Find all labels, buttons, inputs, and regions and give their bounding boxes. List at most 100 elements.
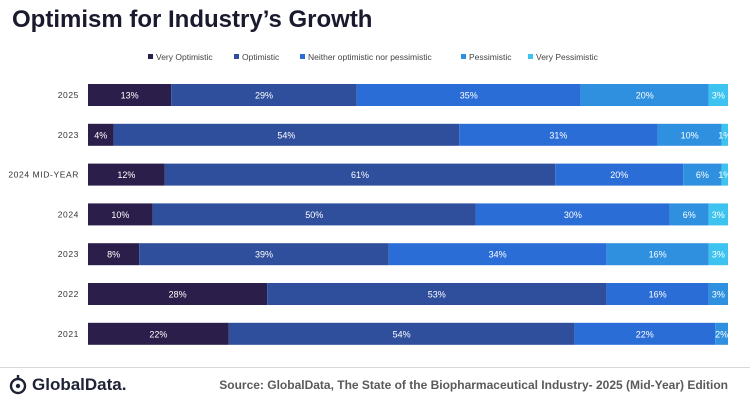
footer-divider (0, 367, 750, 368)
stacked-bar-chart: Very Optimistic Optimistic Neither optimis… (8, 52, 731, 345)
data-label: 3% (712, 210, 725, 220)
legend-label: Pessimistic (469, 52, 512, 62)
legend-item-very-optimistic: Very Optimistic (148, 52, 213, 62)
source-note: Source: GlobalData, The State of the Bio… (219, 378, 728, 392)
data-label: 22% (149, 329, 167, 339)
bar-segment-pessimistic (669, 203, 709, 226)
legend-label: Optimistic (242, 52, 280, 62)
category-label: 2023 (58, 130, 79, 140)
category-label: 2022 (58, 289, 79, 299)
bar-segment-very-pessimistic (721, 163, 728, 186)
legend-swatch (300, 54, 305, 59)
logo: GlobalData. (8, 374, 126, 396)
bar-segment-optimistic (152, 203, 476, 226)
data-label: 20% (610, 170, 628, 180)
bar-segment-neither-optimistic-nor-pessimistic (388, 243, 607, 266)
category-label: 2021 (58, 329, 79, 339)
legend-item-neither-optimistic-nor-pessimistic: Neither optimistic nor pessimistic (300, 52, 433, 62)
bar-segment-optimistic (267, 283, 607, 305)
bar-row: 2021 22% 54% 22% 2% (58, 322, 728, 345)
data-label: 10% (681, 130, 699, 140)
bar-segment-very-pessimistic (708, 243, 728, 266)
bar-segment-optimistic (171, 84, 357, 106)
bar-segment-neither-optimistic-nor-pessimistic (459, 123, 658, 146)
legend-item-very-pessimistic: Very Pessimistic (528, 52, 599, 62)
bar-segment-very-optimistic (88, 243, 140, 266)
bar-row: 2024 MID-YEAR 12% 61% 20% 6% 1% (8, 163, 731, 186)
bar-segment-very-pessimistic (708, 203, 728, 226)
bar-segment-very-optimistic (88, 84, 172, 106)
bar-segment-very-pessimistic (721, 123, 728, 146)
legend-swatch (234, 54, 239, 59)
legend-label: Very Optimistic (156, 52, 213, 62)
bar-row: 2025 13% 29% 35% 20% 3% (58, 84, 728, 106)
data-label: 28% (169, 290, 187, 300)
bar-segment-neither-optimistic-nor-pessimistic (555, 163, 684, 186)
data-label: 2% (715, 329, 728, 339)
data-label: 54% (277, 130, 295, 140)
category-label: 2024 (58, 209, 79, 219)
data-label: 61% (351, 170, 369, 180)
legend-label: Neither optimistic nor pessimistic (308, 52, 433, 62)
data-label: 1% (718, 170, 731, 180)
data-label: 1% (718, 130, 731, 140)
globaldata-logo-icon (9, 375, 27, 395)
data-label: 13% (121, 91, 139, 101)
bar-segment-pessimistic (708, 283, 728, 305)
bar-segment-very-optimistic (88, 283, 268, 305)
bar-segment-very-pessimistic (708, 84, 728, 106)
data-label: 6% (696, 170, 709, 180)
data-label: 35% (460, 91, 478, 101)
chart-title: Optimism for Industry’s Growth (12, 6, 373, 33)
legend-swatch (528, 54, 533, 59)
bar-segment-neither-optimistic-nor-pessimistic (606, 283, 709, 305)
bar-segment-pessimistic (606, 243, 709, 266)
data-label: 22% (636, 329, 654, 339)
bar-segment-pessimistic (657, 123, 722, 146)
bar-row: 2024 10% 50% 30% 6% 3% (58, 203, 728, 226)
data-label: 10% (111, 210, 129, 220)
bar-segment-pessimistic (715, 322, 728, 345)
data-label: 30% (564, 210, 582, 220)
data-label: 3% (712, 91, 725, 101)
data-label: 4% (94, 130, 107, 140)
data-label: 12% (117, 170, 135, 180)
bar-segment-optimistic (164, 163, 556, 186)
bar-segment-neither-optimistic-nor-pessimistic (475, 203, 670, 226)
bar-segment-neither-optimistic-nor-pessimistic (356, 84, 581, 106)
data-label: 54% (393, 329, 411, 339)
bar-segment-optimistic (228, 322, 575, 345)
data-label: 39% (255, 250, 273, 260)
category-label: 2025 (58, 90, 79, 100)
legend-swatch (148, 54, 153, 59)
data-label: 20% (636, 91, 654, 101)
logo-text: GlobalData. (32, 375, 127, 394)
bar-segment-very-optimistic (88, 203, 153, 226)
bar-segment-neither-optimistic-nor-pessimistic (574, 322, 716, 345)
bar-segment-very-optimistic (88, 163, 165, 186)
bar-row: 2023 8% 39% 34% 16% 3% (58, 243, 728, 266)
category-label: 2023 (58, 249, 79, 259)
legend-item-pessimistic: Pessimistic (461, 52, 512, 62)
bar-segment-very-optimistic (88, 322, 229, 345)
legend: Very Optimistic Optimistic Neither optimis… (148, 52, 599, 62)
bar-row: 2023 4% 54% 31% 10% 1% (58, 123, 731, 146)
bar-segment-pessimistic (683, 163, 722, 186)
data-label: 31% (549, 130, 567, 140)
data-label: 6% (683, 210, 696, 220)
data-label: 3% (712, 290, 725, 300)
data-label: 50% (305, 210, 323, 220)
data-label: 16% (649, 250, 667, 260)
data-label: 16% (649, 290, 667, 300)
legend-label: Very Pessimistic (536, 52, 599, 62)
bar-segment-optimistic (139, 243, 389, 266)
data-label: 34% (489, 250, 507, 260)
category-label: 2024 MID-YEAR (8, 170, 79, 180)
bar-segment-very-optimistic (88, 123, 114, 146)
data-label: 29% (255, 91, 273, 101)
legend-item-optimistic: Optimistic (234, 52, 280, 62)
bar-segment-optimistic (113, 123, 460, 146)
data-label: 53% (428, 290, 446, 300)
chart-rows: 2025 13% 29% 35% 20% 3%2023 4% 54% 31% 10% 1%2024 … (8, 84, 731, 345)
bar-row: 2022 28% 53% 16% 3% (58, 283, 728, 305)
